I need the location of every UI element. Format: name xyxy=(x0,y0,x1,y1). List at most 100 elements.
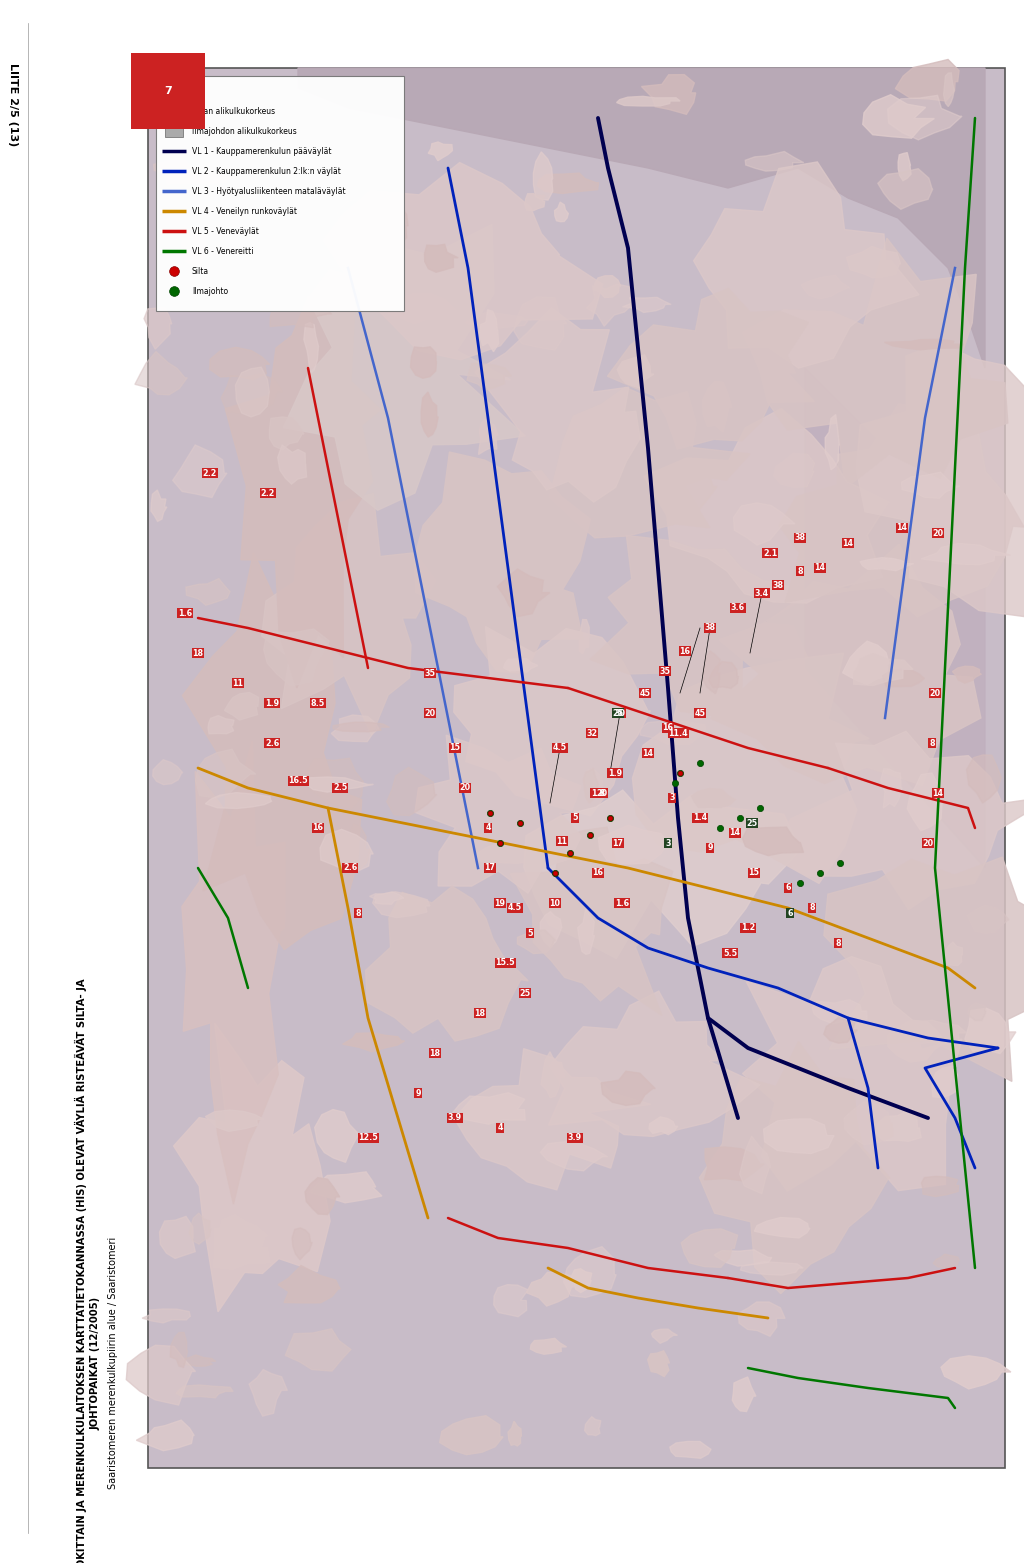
Bar xyxy=(928,738,936,749)
Polygon shape xyxy=(298,777,374,792)
Bar xyxy=(932,788,944,799)
Polygon shape xyxy=(262,494,435,735)
Polygon shape xyxy=(590,536,815,716)
Polygon shape xyxy=(415,735,582,892)
Polygon shape xyxy=(541,1141,607,1171)
Polygon shape xyxy=(742,957,962,1191)
Polygon shape xyxy=(213,1225,270,1269)
Bar xyxy=(662,724,674,733)
Text: 17: 17 xyxy=(612,838,624,847)
Text: 1.8: 1.8 xyxy=(591,788,605,797)
Polygon shape xyxy=(136,1421,195,1450)
Bar xyxy=(165,125,183,138)
Text: 8.5: 8.5 xyxy=(311,699,326,708)
Polygon shape xyxy=(343,1033,404,1052)
Polygon shape xyxy=(269,417,304,450)
Bar xyxy=(896,524,908,533)
Polygon shape xyxy=(151,489,167,522)
Polygon shape xyxy=(174,1024,330,1311)
Text: 10: 10 xyxy=(550,899,560,908)
Text: 15.5: 15.5 xyxy=(496,958,515,967)
Polygon shape xyxy=(952,666,981,683)
Text: VL 1 - Kauppamerenkulun pääväylät: VL 1 - Kauppamerenkulun pääväylät xyxy=(193,147,332,155)
Text: 16: 16 xyxy=(312,824,324,833)
Polygon shape xyxy=(126,1346,196,1405)
Text: 8: 8 xyxy=(809,903,815,913)
Polygon shape xyxy=(823,1018,857,1043)
Text: 1.9: 1.9 xyxy=(608,769,622,777)
Polygon shape xyxy=(510,827,673,1014)
Polygon shape xyxy=(368,203,409,247)
Bar xyxy=(566,1133,584,1143)
Polygon shape xyxy=(465,313,527,330)
Text: 5: 5 xyxy=(527,928,532,938)
Polygon shape xyxy=(922,1177,958,1197)
Text: 20: 20 xyxy=(933,528,943,538)
Text: 20: 20 xyxy=(930,688,941,697)
Bar xyxy=(659,666,671,677)
Polygon shape xyxy=(856,342,1024,616)
Polygon shape xyxy=(550,388,750,538)
Text: 3.9: 3.9 xyxy=(568,1133,582,1143)
Text: 20: 20 xyxy=(460,783,471,792)
Polygon shape xyxy=(967,755,1001,803)
Polygon shape xyxy=(655,463,717,513)
Text: 15: 15 xyxy=(749,869,760,877)
Text: YLEISET KULKUVÄYLÄT VÄYLÄLUOKITTAIN JA MERENKULKULAITOKSEN KARTTATIETOKANNASSA (: YLEISET KULKUVÄYLÄT VÄYLÄLUOKITTAIN JA M… xyxy=(75,978,87,1563)
Bar xyxy=(526,928,534,938)
Text: VL 2 - Kauppamerenkulun 2:lk:n väylät: VL 2 - Kauppamerenkulun 2:lk:n väylät xyxy=(193,167,341,175)
Polygon shape xyxy=(743,238,1008,488)
Polygon shape xyxy=(580,619,589,653)
Polygon shape xyxy=(587,284,635,327)
Polygon shape xyxy=(732,1377,756,1411)
Text: 3: 3 xyxy=(666,838,671,847)
Polygon shape xyxy=(967,905,1009,933)
Polygon shape xyxy=(699,1041,890,1294)
Polygon shape xyxy=(908,1021,967,1044)
Bar xyxy=(739,924,757,933)
Polygon shape xyxy=(439,1416,503,1455)
Polygon shape xyxy=(847,247,901,278)
Polygon shape xyxy=(514,297,567,350)
Text: 4.5: 4.5 xyxy=(508,903,522,913)
Bar xyxy=(665,838,672,849)
Polygon shape xyxy=(215,1214,267,1252)
Polygon shape xyxy=(306,758,364,810)
Text: 25: 25 xyxy=(746,819,758,827)
Bar xyxy=(762,549,778,558)
Text: Silta: Silta xyxy=(193,267,209,275)
Polygon shape xyxy=(640,721,708,744)
Polygon shape xyxy=(284,225,525,510)
Polygon shape xyxy=(494,1285,528,1316)
Text: VL 6 - Venereitti: VL 6 - Venereitti xyxy=(193,247,254,255)
Text: 38: 38 xyxy=(795,533,806,542)
Text: JOHTOPAIKAT (12/2005): JOHTOPAIKAT (12/2005) xyxy=(90,1296,100,1430)
Text: 3.4: 3.4 xyxy=(755,589,769,597)
Polygon shape xyxy=(144,308,172,349)
Bar xyxy=(614,708,626,717)
Polygon shape xyxy=(932,1066,957,1097)
Polygon shape xyxy=(534,152,553,200)
Polygon shape xyxy=(693,163,920,367)
Text: 3.9: 3.9 xyxy=(447,1113,462,1122)
Polygon shape xyxy=(714,1250,772,1266)
Polygon shape xyxy=(523,791,801,958)
Polygon shape xyxy=(773,453,815,488)
Text: VL 3 - Hyötyalusliikenteen mataläväylät: VL 3 - Hyötyalusliikenteen mataläväylät xyxy=(193,186,346,195)
Polygon shape xyxy=(454,627,650,816)
Polygon shape xyxy=(651,1329,678,1343)
Polygon shape xyxy=(555,202,568,222)
Text: 8: 8 xyxy=(798,566,803,575)
Polygon shape xyxy=(387,767,436,816)
Bar xyxy=(730,603,746,613)
Polygon shape xyxy=(922,544,1011,564)
Polygon shape xyxy=(933,1254,959,1268)
Polygon shape xyxy=(805,367,985,867)
Polygon shape xyxy=(206,1110,264,1132)
Bar xyxy=(932,528,944,538)
Text: 16: 16 xyxy=(680,647,690,655)
Text: Ilmajohdon alikulkukorkeus: Ilmajohdon alikulkukorkeus xyxy=(193,127,297,136)
Text: VL 5 - Veneväylät: VL 5 - Veneväylät xyxy=(193,227,259,236)
Polygon shape xyxy=(538,173,599,194)
Bar xyxy=(312,824,324,833)
